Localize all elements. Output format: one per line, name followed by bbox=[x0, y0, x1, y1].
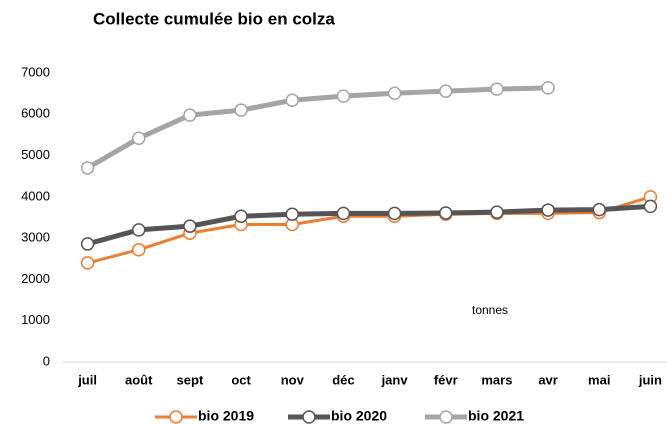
annotation: tonnes bbox=[472, 303, 508, 317]
point bbox=[285, 93, 299, 107]
series-line bbox=[86, 203, 651, 247]
x-tick-label: oct bbox=[231, 372, 251, 387]
legend-label: bio 2019 bbox=[198, 408, 254, 424]
legend-marker bbox=[439, 410, 453, 424]
point bbox=[336, 89, 351, 103]
point bbox=[132, 131, 146, 145]
x-tick-label: mai bbox=[588, 372, 610, 387]
x-tick-label: déc bbox=[332, 372, 354, 387]
x-tick-label: juin bbox=[638, 372, 662, 387]
x-tick-label: mars bbox=[481, 372, 512, 387]
y-tick-label: 5000 bbox=[21, 147, 50, 162]
legend-marker bbox=[169, 410, 183, 424]
x-tick-label: avr bbox=[538, 372, 558, 387]
x-tick-label: août bbox=[125, 372, 153, 387]
x-tick-label: janv bbox=[381, 372, 409, 387]
point bbox=[80, 161, 95, 175]
point bbox=[592, 202, 606, 217]
point bbox=[234, 103, 248, 117]
point bbox=[490, 82, 504, 96]
point bbox=[234, 209, 248, 224]
point bbox=[183, 219, 197, 233]
x-tick-label: nov bbox=[281, 372, 305, 387]
series-line bbox=[87, 195, 651, 265]
point bbox=[387, 206, 402, 221]
y-tick-label: 0 bbox=[43, 353, 50, 368]
y-tick-label: 4000 bbox=[21, 188, 50, 203]
point bbox=[80, 256, 95, 270]
x-tick-label: sept bbox=[177, 372, 204, 387]
x-tick-label: févr bbox=[434, 372, 458, 387]
y-tick-label: 2000 bbox=[21, 271, 50, 286]
point bbox=[183, 108, 197, 122]
point bbox=[643, 199, 658, 214]
point bbox=[439, 84, 453, 98]
point bbox=[387, 86, 402, 100]
legend-label: bio 2021 bbox=[468, 408, 524, 424]
y-tick-label: 7000 bbox=[21, 64, 50, 79]
x-tick-label: juil bbox=[77, 372, 97, 387]
point bbox=[132, 242, 146, 257]
point bbox=[80, 237, 95, 251]
point bbox=[439, 206, 453, 220]
point bbox=[490, 205, 504, 219]
point bbox=[541, 81, 555, 95]
chart-title: Collecte cumulée bio en colza bbox=[93, 9, 335, 28]
point bbox=[285, 207, 299, 221]
series-line bbox=[86, 85, 549, 171]
legend-marker bbox=[302, 410, 316, 424]
point bbox=[541, 203, 555, 217]
y-tick-label: 1000 bbox=[21, 312, 50, 327]
point bbox=[132, 223, 146, 237]
y-tick-label: 3000 bbox=[21, 230, 50, 245]
legend-label: bio 2020 bbox=[331, 408, 387, 424]
y-tick-label: 6000 bbox=[21, 106, 50, 121]
point bbox=[336, 206, 351, 221]
